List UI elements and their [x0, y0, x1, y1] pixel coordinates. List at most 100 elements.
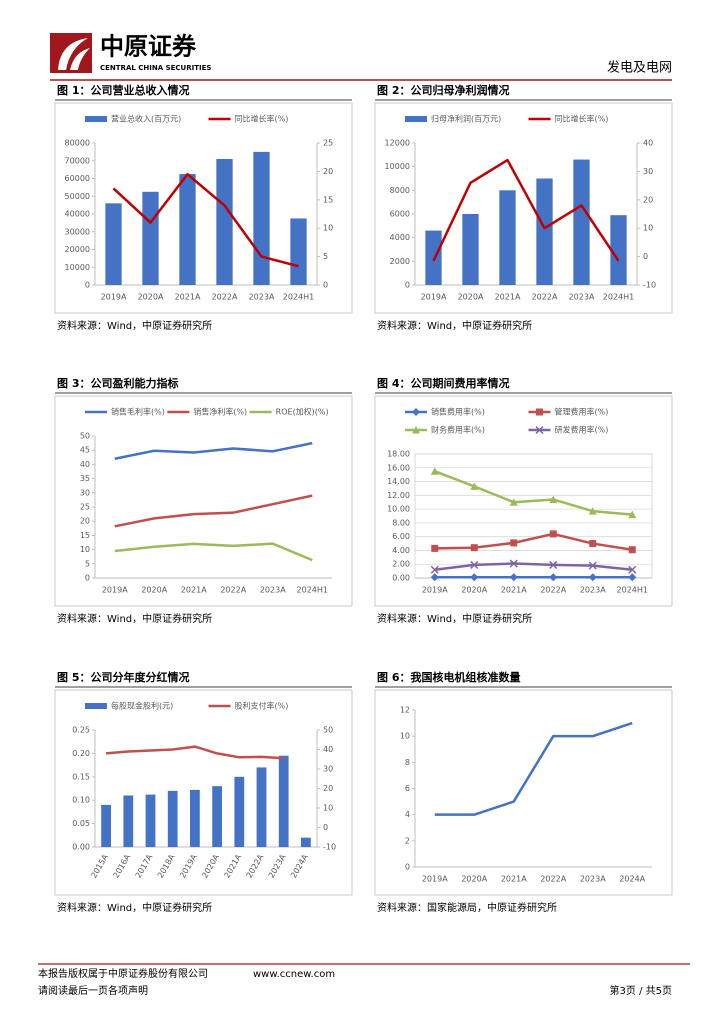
x-tick-label: 2020A [200, 852, 221, 879]
y2-tick-label: 10 [323, 224, 333, 233]
x-tick-label: 2023A [580, 875, 606, 884]
source: 资料来源：Wind，中原证券研究所 [57, 901, 212, 914]
bar [499, 190, 516, 285]
y2-tick-label: 20 [643, 195, 653, 204]
legend-swatch [405, 116, 427, 122]
x-tick-label: 2019A [422, 586, 448, 595]
x-tick-label: 2019A [178, 852, 199, 879]
marker [535, 425, 544, 435]
source: 资料来源：Wind，中原证券研究所 [377, 612, 532, 625]
legend-label: 财务费用率(%) [431, 425, 485, 435]
y2-tick-label: 30 [323, 765, 333, 774]
legend-label: 同比增长率(%) [235, 114, 289, 124]
x-tick-label: 2024A [619, 875, 645, 884]
y-tick-label: 30000 [65, 227, 90, 236]
legend-label: 营业总收入(百万元) [111, 114, 181, 124]
y-tick-label: 80000 [65, 139, 90, 148]
y-tick-label: 18.00 [387, 450, 410, 459]
y2-tick-label: 0 [323, 281, 328, 290]
y-tick-label: 10000 [385, 162, 410, 171]
marker [536, 408, 543, 416]
x-tick-label: 2022A [532, 293, 558, 302]
y-tick-label: 40000 [65, 210, 90, 219]
x-tick-label: 2021A [495, 293, 521, 302]
marker [628, 573, 637, 582]
line [434, 470, 633, 516]
bar [142, 191, 159, 285]
x-tick-label: 2022A [245, 852, 266, 879]
x-tick-label: 2024H1 [603, 293, 634, 302]
legend-label: ROE(加权)(%) [276, 407, 329, 417]
y-tick-label: 2.00 [392, 560, 410, 569]
marker [431, 544, 439, 552]
x-tick-label: 2019A [421, 293, 447, 302]
marker [628, 510, 637, 519]
marker [412, 426, 420, 434]
figure-title: 图 6：我国核电机组核准数量 [377, 670, 520, 684]
y2-tick-label: 5 [323, 252, 328, 261]
y-tick-label: 6000 [390, 210, 410, 219]
x-tick-label: 2022A [220, 586, 246, 595]
y2-tick-label: 40 [323, 745, 333, 754]
y-tick-label: 16.00 [387, 463, 410, 472]
line [434, 562, 633, 571]
y-tick-label: 60000 [65, 174, 90, 183]
x-tick-label: 2021A [501, 586, 527, 595]
line [112, 172, 299, 268]
y-tick-label: 10000 [65, 263, 90, 272]
bar [462, 214, 479, 285]
marker [549, 495, 558, 503]
line [114, 494, 313, 528]
y-tick-label: 0.20 [72, 749, 90, 758]
website: www.ccnew.com [253, 969, 335, 980]
source: 资料来源：国家能源局，中原证券研究所 [377, 901, 557, 914]
figure-title: 图 2：公司归母净利润情况 [377, 83, 509, 97]
bar [536, 178, 553, 285]
marker [588, 507, 597, 515]
bar [190, 789, 200, 847]
marker [549, 573, 558, 582]
bar [105, 203, 122, 285]
y2-tick-label: 40 [643, 139, 653, 148]
y-tick-label: 12 [400, 706, 410, 715]
y2-tick-label: 50 [323, 726, 333, 735]
y2-tick-label: 10 [643, 224, 653, 233]
x-tick-label: 2024H1 [617, 586, 648, 595]
bar [301, 837, 311, 847]
y-tick-label: 4000 [390, 233, 410, 242]
line [105, 745, 284, 760]
marker [628, 546, 636, 554]
x-tick-label: 2019A [101, 293, 127, 302]
legend-label: 股利支付率(%) [235, 701, 289, 711]
legend-label: 研发费用率(%) [555, 425, 609, 435]
y-tick-label: 10.00 [387, 505, 410, 514]
x-tick-label: 2023A [249, 293, 275, 302]
x-tick-label: 2024A [289, 852, 310, 879]
marker [470, 482, 479, 490]
y2-tick-label: 20 [323, 167, 333, 176]
y-tick-label: 70000 [65, 156, 90, 165]
page-number: 第3页 / 共5页 [610, 984, 672, 997]
y2-tick-label: 25 [323, 139, 333, 148]
y-tick-label: 0.10 [72, 796, 90, 805]
bar [610, 215, 627, 285]
y-tick-label: 20 [80, 517, 90, 526]
bar [179, 174, 196, 285]
source: 资料来源：Wind，中原证券研究所 [57, 319, 212, 332]
x-tick-label: 2022A [212, 293, 238, 302]
x-tick-label: 2023A [267, 852, 288, 879]
marker [509, 573, 518, 582]
legend-label: 销售费用率(%) [431, 407, 485, 417]
logo [50, 33, 92, 73]
y-tick-label: 10 [400, 732, 410, 741]
bar [145, 794, 156, 847]
line [114, 441, 313, 460]
y2-tick-label: -10 [643, 281, 656, 290]
x-tick-label: 2016A [111, 852, 132, 879]
y-tick-label: 0 [85, 281, 90, 290]
y-tick-label: 0.05 [72, 819, 90, 828]
x-tick-label: 2018A [156, 852, 177, 879]
figure-title: 图 3：公司盈利能力指标 [57, 376, 178, 390]
x-tick-label: 2020A [138, 293, 164, 302]
y-tick-label: 35 [80, 474, 90, 483]
